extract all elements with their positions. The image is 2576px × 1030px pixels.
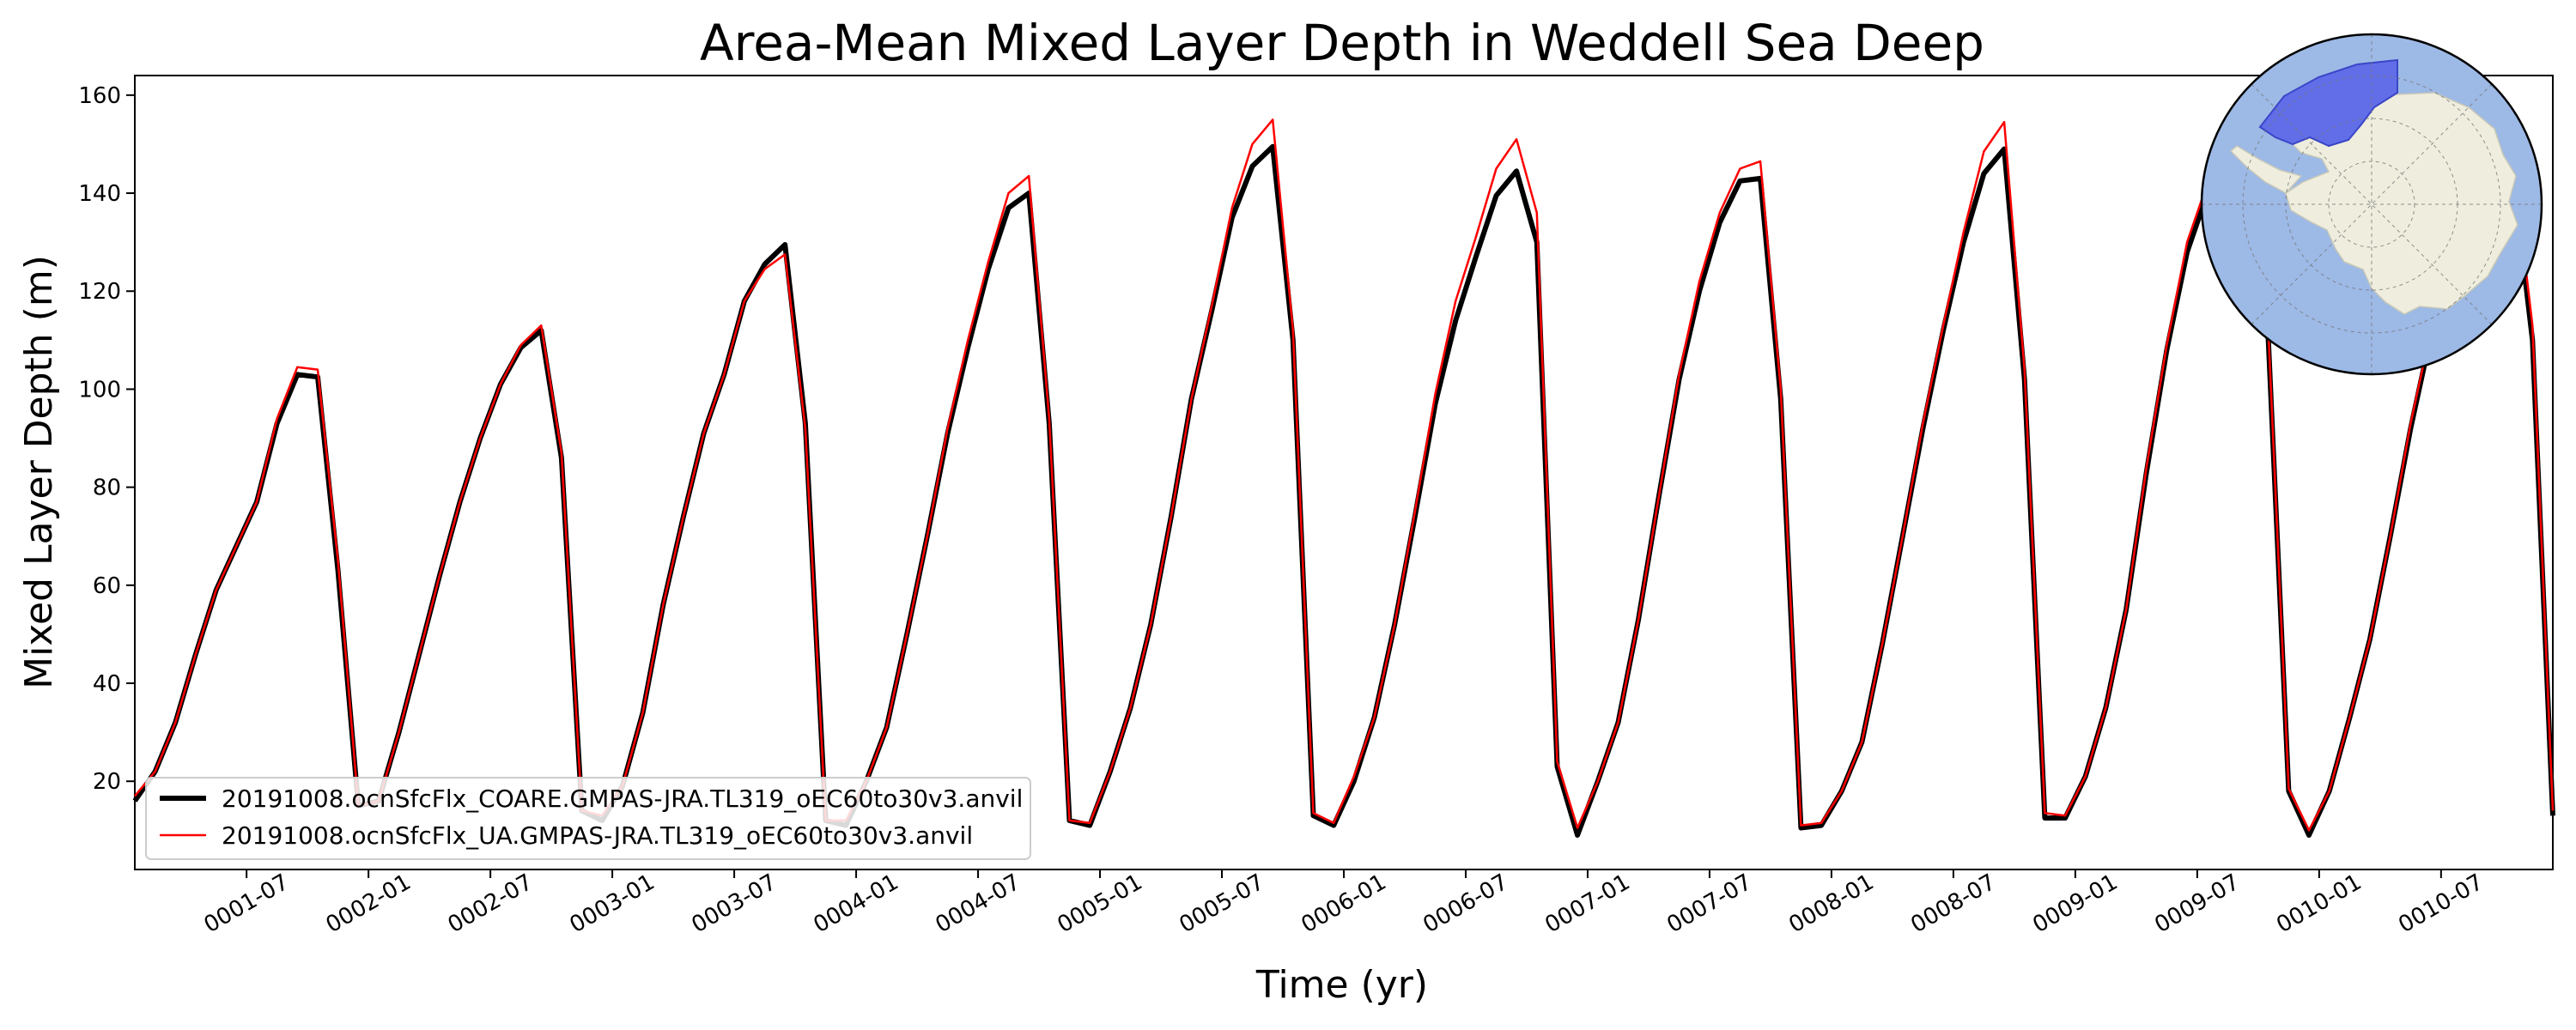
chart-title: Area-Mean Mixed Layer Depth in Weddell S… xyxy=(700,14,1984,72)
y-tick-label: 20 xyxy=(93,769,121,795)
y-tick-label: 100 xyxy=(78,377,121,403)
y-tick-label: 120 xyxy=(78,279,121,305)
weddell-sea-region xyxy=(2258,58,2398,148)
x-axis-label: Time (yr) xyxy=(1255,963,1428,1007)
y-tick-label: 80 xyxy=(93,476,121,501)
legend-label-coare: 20191008.ocnSfcFlx_COARE.GMPAS-JRA.TL319… xyxy=(222,785,1023,813)
y-axis: 20 40 60 80 100 120 140 160 xyxy=(78,83,135,795)
legend-label-ua: 20191008.ocnSfcFlx_UA.GMPAS-JRA.TL319_oE… xyxy=(222,821,973,850)
y-tick-label: 60 xyxy=(93,573,121,599)
legend-box xyxy=(145,777,1031,860)
series-layer xyxy=(132,108,2555,838)
inset-graticule xyxy=(2202,34,2542,374)
y-tick-label: 40 xyxy=(93,671,121,697)
y-tick-label: 160 xyxy=(78,83,121,109)
y-axis-label: Mixed Layer Depth (m) xyxy=(17,255,61,689)
legend: 20191008.ocnSfcFlx_COARE.GMPAS-JRA.TL319… xyxy=(145,777,1031,860)
antarctica-inset-map xyxy=(2200,33,2543,376)
antarctic-peninsula xyxy=(2229,145,2303,194)
inset-border xyxy=(2200,33,2543,376)
y-tick-label: 140 xyxy=(78,181,121,207)
series-line-ua xyxy=(134,108,2555,832)
